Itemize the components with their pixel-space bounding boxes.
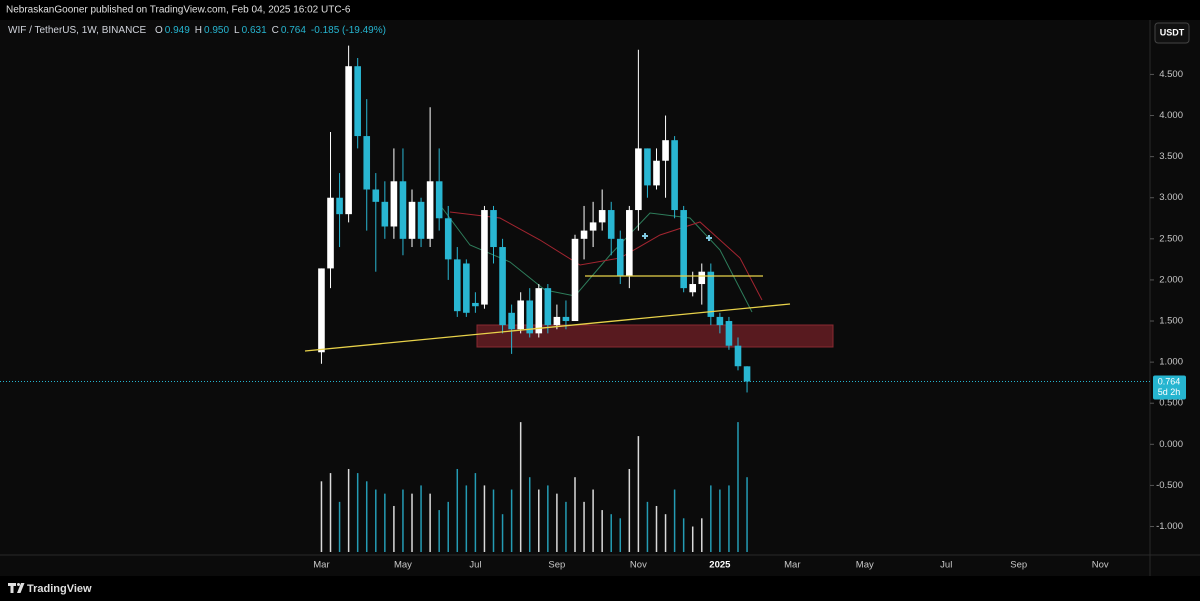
candle-body: [444, 218, 452, 260]
y-tick-label: 3.500: [1159, 151, 1183, 162]
candle-body: [743, 366, 751, 382]
currency-button[interactable]: [1154, 22, 1190, 44]
candle-body: [354, 66, 361, 137]
candle-body: [472, 302, 479, 307]
trendline: [304, 303, 791, 352]
x-tick-label: Mar: [784, 560, 800, 571]
candle-body: [716, 316, 724, 326]
candle-body: [680, 210, 687, 289]
x-tick-label: Sep: [1010, 560, 1027, 571]
ohlc-value: 0.950: [204, 25, 230, 36]
y-tick-label: 2.500: [1159, 233, 1183, 244]
x-tick-label: Nov: [1092, 560, 1109, 571]
x-tick-label: May: [394, 560, 412, 571]
candle-body: [345, 66, 352, 215]
candle-body: [417, 201, 425, 239]
legend: WIF / TetherUS, 1W, BINANCE O 0.949 H 0.950…: [8, 25, 391, 36]
candle-body: [598, 210, 606, 223]
y-tick-label: -0.500: [1156, 480, 1183, 491]
countdown: 5d 2h: [1158, 387, 1181, 397]
y-tick-label: 1.000: [1159, 357, 1183, 368]
price-label: 0.764: [1158, 376, 1181, 386]
plot-bg: [0, 20, 1200, 576]
y-tick-label: 0.500: [1159, 398, 1183, 409]
brand-logo: [8, 583, 25, 593]
currency[interactable]: USDT: [1160, 27, 1185, 37]
candle-body: [589, 222, 597, 231]
ohlc-value: 0.631: [241, 25, 267, 36]
candle-body: [671, 140, 678, 211]
ohlc-key: H: [194, 25, 203, 36]
x-tick-label: Jul: [940, 560, 952, 571]
y-tick-label: 2.000: [1159, 274, 1183, 285]
candle-body: [653, 160, 660, 186]
y-tick-label: 4.000: [1159, 110, 1183, 121]
zone: [476, 324, 834, 348]
candle-body: [336, 197, 343, 215]
candle-body: [426, 181, 434, 239]
marker: [706, 235, 712, 241]
candle-body: [490, 210, 497, 248]
ohlc-key: C: [271, 25, 279, 36]
x-tick-label: Nov: [630, 560, 647, 571]
candle-body: [508, 312, 515, 330]
candle-body: [607, 210, 615, 239]
candle-body: [372, 189, 380, 202]
candle-body: [544, 288, 552, 326]
candle-body: [453, 259, 461, 312]
y-tick-label: 4.500: [1159, 69, 1183, 80]
y-tick-label: -1.000: [1156, 521, 1183, 532]
ohlc-key: L: [234, 25, 240, 36]
candle-body: [698, 271, 706, 285]
x-tick-label: Sep: [548, 560, 565, 571]
candle-body: [463, 263, 470, 313]
candle-body: [644, 148, 651, 186]
candle-body: [626, 210, 633, 276]
ohlc-value: 0.949: [164, 25, 190, 36]
publisher: NebraskanGooner published on TradingView…: [6, 5, 351, 16]
candle-body: [535, 288, 543, 334]
candle-body: [553, 316, 561, 326]
candle-body: [499, 247, 506, 326]
candle-body: [725, 321, 733, 346]
symbol: WIF / TetherUS, 1W, BINANCE: [8, 25, 147, 36]
candle-body: [635, 148, 642, 211]
candle-body: [408, 201, 416, 239]
candle-body: [662, 140, 669, 161]
y-tick-label: 1.500: [1159, 316, 1183, 327]
candle-body: [580, 230, 588, 239]
footer-bar: [0, 577, 1200, 601]
candle-body: [318, 268, 325, 353]
candle-body: [526, 300, 534, 334]
candle-body: [517, 300, 524, 330]
change: -0.185 (-19.49%): [310, 25, 386, 36]
candle-body: [435, 181, 443, 219]
candle-body: [734, 345, 742, 367]
y-tick-label: 0.000: [1159, 439, 1183, 450]
brand: TradingView: [27, 583, 92, 595]
candle-body: [562, 316, 570, 322]
y-tick-label: 3.000: [1159, 192, 1183, 203]
marker: [642, 233, 648, 239]
candle-body: [399, 181, 407, 239]
candle-body: [363, 136, 371, 190]
ohlc-value: 0.764: [280, 25, 306, 36]
candle-body: [707, 271, 715, 317]
candle-body: [481, 210, 488, 305]
candle-body: [689, 284, 697, 293]
x-tick-label: Mar: [313, 560, 329, 571]
x-tick-label: 2025: [709, 560, 731, 571]
candle-body: [616, 238, 624, 276]
candle-body: [571, 238, 579, 322]
candle-body: [390, 181, 398, 227]
price-tag: [1153, 375, 1186, 400]
candle-body: [327, 197, 334, 269]
x-tick-label: May: [856, 560, 874, 571]
x-tick-label: Jul: [469, 560, 481, 571]
ohlc-key: O: [154, 25, 163, 36]
header-bar: [0, 0, 1200, 20]
candle-body: [381, 201, 389, 227]
